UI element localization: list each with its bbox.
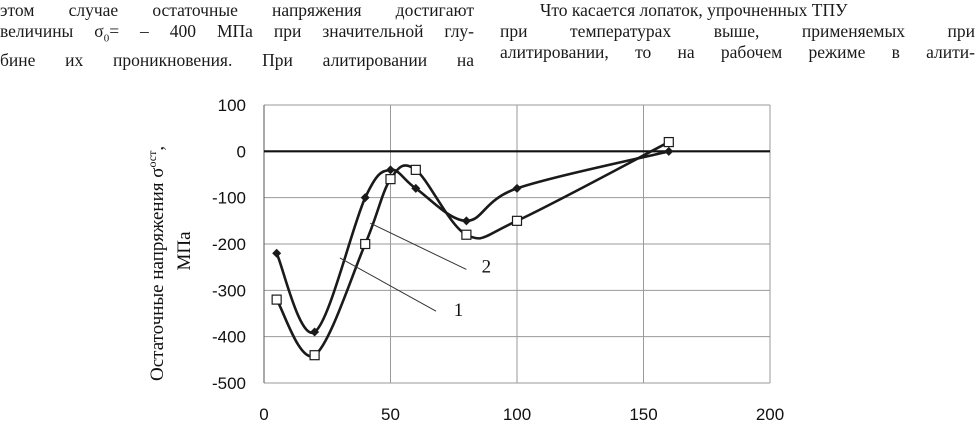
series-line-1 (275, 140, 670, 358)
y-tick-label: -200 (212, 235, 246, 254)
y-tick-label: -400 (212, 328, 246, 347)
y-tick-labels: 100 0 -100 -200 -300 -400 -500 (212, 96, 246, 393)
data-point-diamond (360, 193, 370, 203)
series-label-2: 2 (482, 257, 492, 278)
y-tick-label: -500 (212, 374, 246, 393)
text-line: бине их проникновения. При алитировании … (0, 49, 474, 70)
subscript: 0 (103, 32, 110, 45)
y-tick-label: -300 (212, 281, 246, 300)
y-tick-label: 100 (218, 96, 246, 115)
text-line: при температурах выше, применяемых при (500, 21, 975, 41)
y-axis-label-subscript: ост (145, 150, 159, 168)
chart-grid (264, 104, 771, 384)
series-line-2 (275, 150, 670, 334)
data-point-square (461, 229, 472, 240)
data-point-square (410, 164, 421, 175)
data-point-diamond (461, 216, 471, 226)
chart-series (271, 136, 674, 361)
data-point-diamond (664, 146, 674, 156)
text-segment: величины σ (0, 21, 104, 41)
series-label-1: 1 (454, 300, 464, 321)
y-axis-label-line1: Остаточные напряжения σост, (145, 146, 168, 381)
data-point-square (271, 294, 282, 305)
x-tick-labels: 0 50 100 150 200 (259, 405, 784, 424)
chart-axes (263, 105, 770, 383)
y-axis-label-line2: МПа (174, 231, 195, 271)
data-point-square (385, 174, 396, 185)
data-point-diamond (512, 183, 522, 193)
y-axis-label: Остаточные напряжения σост, МПа (145, 146, 195, 381)
data-point-square (511, 215, 523, 226)
text-line: этом случае остаточные напряжения достиг… (0, 0, 474, 20)
text-segment: = – 400 МПа при значительной глу- (109, 21, 474, 41)
y-tick-label: -100 (212, 189, 246, 208)
data-point-square (309, 350, 320, 361)
data-point-square (360, 238, 371, 250)
text-line: величины σ0= – 400 МПа при значительной … (0, 21, 474, 50)
x-tick-label: 0 (259, 405, 268, 424)
y-tick-label: 0 (237, 142, 246, 161)
text-line: Что касается лопаток, упрочненных ТПУ (540, 0, 848, 20)
data-point-diamond (386, 165, 395, 175)
data-point-diamond (411, 183, 421, 193)
series-callouts: 12 (339, 222, 492, 321)
x-tick-label: 150 (629, 405, 657, 424)
y-axis-label-text: Остаточные напряжения σ (147, 168, 168, 382)
x-tick-label: 200 (756, 405, 784, 424)
data-point-diamond (272, 248, 282, 258)
data-point-diamond (310, 327, 320, 337)
text-line: алитировании, то на рабочем режиме в али… (500, 42, 975, 62)
x-tick-label: 100 (503, 405, 531, 424)
callout-leader-1 (339, 257, 437, 312)
text-column-left: этом случае остаточные напряжения достиг… (0, 0, 474, 71)
data-point-square (663, 136, 674, 148)
x-tick-label: 50 (381, 405, 400, 424)
callout-leader-2 (370, 222, 467, 270)
text-column-right: Что касается лопаток, упрочненных ТПУ пр… (500, 0, 975, 63)
y-axis-label-separator: , (147, 146, 168, 151)
